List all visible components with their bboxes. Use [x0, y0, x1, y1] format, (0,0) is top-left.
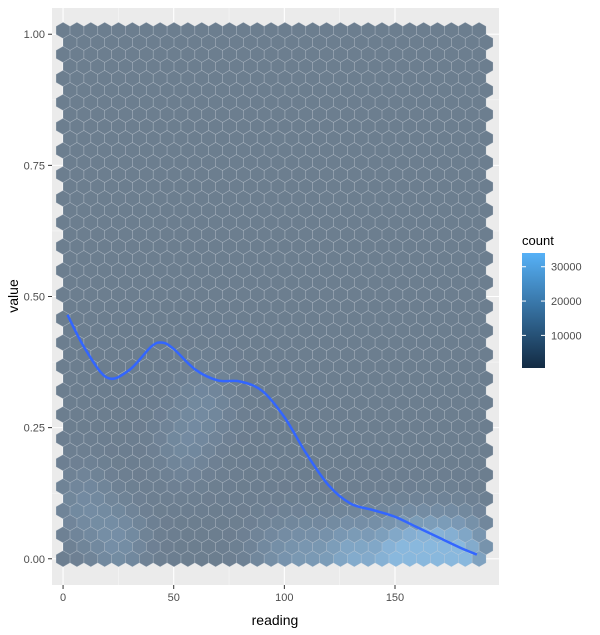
x-tick-label: 0	[60, 592, 66, 604]
y-tick-label: 1.00	[24, 29, 45, 41]
x-axis: 0 50 100 150	[60, 585, 404, 604]
legend-label: 10000	[551, 330, 582, 342]
x-tick-label: 50	[168, 592, 180, 604]
legend-label: 30000	[551, 262, 582, 274]
smooth-line	[66, 314, 478, 556]
y-tick-label: 0.50	[24, 292, 45, 304]
x-axis-title: reading	[252, 612, 299, 628]
y-axis-title: value	[5, 279, 21, 313]
overlay-layer	[55, 22, 494, 568]
hex-overlay	[471, 22, 487, 39]
y-axis: 0.00 0.25 0.50 0.75 1.00	[24, 29, 52, 566]
x-tick-label: 150	[386, 592, 404, 604]
legend-label: 20000	[551, 296, 582, 308]
legend-ticks: 10000 20000 30000	[522, 262, 582, 342]
legend: count 10000 20000 30000	[522, 233, 582, 368]
y-tick-label: 0.25	[24, 423, 45, 435]
y-tick-label: 0.00	[24, 554, 45, 566]
legend-title: count	[522, 233, 554, 248]
y-tick-label: 0.75	[24, 160, 45, 172]
legend-colorbar	[522, 253, 545, 368]
x-tick-label: 100	[275, 592, 293, 604]
